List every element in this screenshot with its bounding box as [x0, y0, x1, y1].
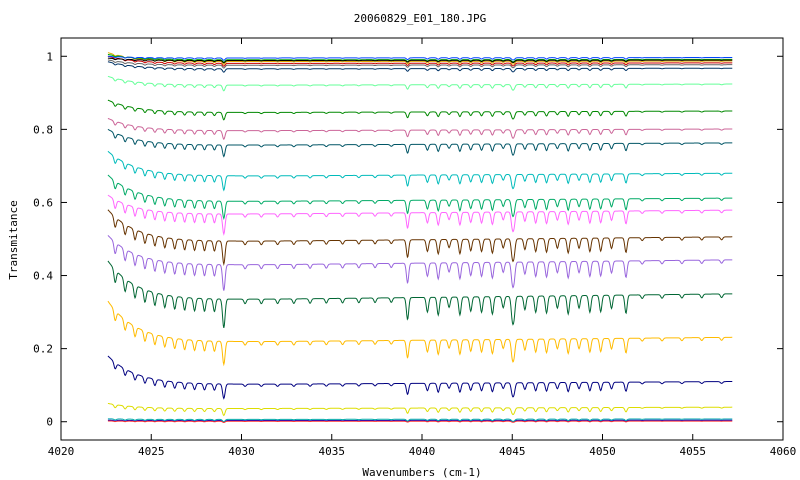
y-tick-label: 0.8: [33, 123, 53, 136]
x-tick-label: 4060: [770, 445, 797, 458]
plot-frame: [60, 37, 784, 441]
series-line-3: [107, 420, 733, 423]
series-line-7: [107, 260, 733, 328]
x-axis-ticks: 4020 4025 4030 4035 4040 4045 4050 4055 4060: [48, 38, 797, 458]
y-tick-label: 0.2: [33, 343, 53, 356]
x-tick-label: 4045: [499, 445, 526, 458]
x-tick-label: 4035: [319, 445, 346, 458]
x-tick-label: 4055: [680, 445, 707, 458]
series-line-14: [107, 117, 733, 141]
series-line-15: [107, 99, 733, 121]
series-line-12: [107, 150, 733, 192]
series-line-1: [107, 419, 733, 423]
series-line-16: [107, 75, 733, 92]
series-line-6: [107, 300, 733, 367]
series-line-21: [107, 55, 733, 61]
y-tick-label: 1: [46, 50, 53, 63]
chart-title: 20060829_E01_180.JPG: [354, 12, 486, 25]
series-line-2: [107, 418, 733, 423]
series-line-17: [107, 61, 733, 73]
x-tick-label: 4025: [138, 445, 165, 458]
series-line-5: [107, 355, 733, 400]
series-line-8: [107, 235, 733, 291]
x-tick-label: 4030: [228, 445, 255, 458]
series-line-19: [107, 52, 733, 65]
x-axis-label: Wavenumbers (cm-1): [362, 466, 481, 479]
series-line-11: [107, 174, 733, 220]
x-tick-label: 4040: [409, 445, 436, 458]
y-tick-label: 0.6: [33, 196, 53, 209]
y-tick-label: 0.4: [33, 270, 53, 283]
series-line-23: [107, 59, 733, 69]
y-tick-label: 0: [46, 416, 53, 429]
series-line-10: [107, 194, 733, 236]
series-line-4: [107, 402, 733, 417]
x-tick-label: 4020: [48, 445, 75, 458]
series-line-18: [107, 55, 733, 67]
series-line-13: [107, 128, 733, 158]
series-line-9: [107, 209, 733, 267]
x-tick-label: 4050: [589, 445, 616, 458]
y-axis-ticks: 0 0.2 0.4 0.6 0.8 1: [33, 50, 783, 429]
series-line-20: [107, 53, 733, 63]
y-axis-label: Transmitance: [7, 200, 20, 279]
series-group: [107, 52, 733, 423]
series-line-22: [107, 57, 733, 64]
